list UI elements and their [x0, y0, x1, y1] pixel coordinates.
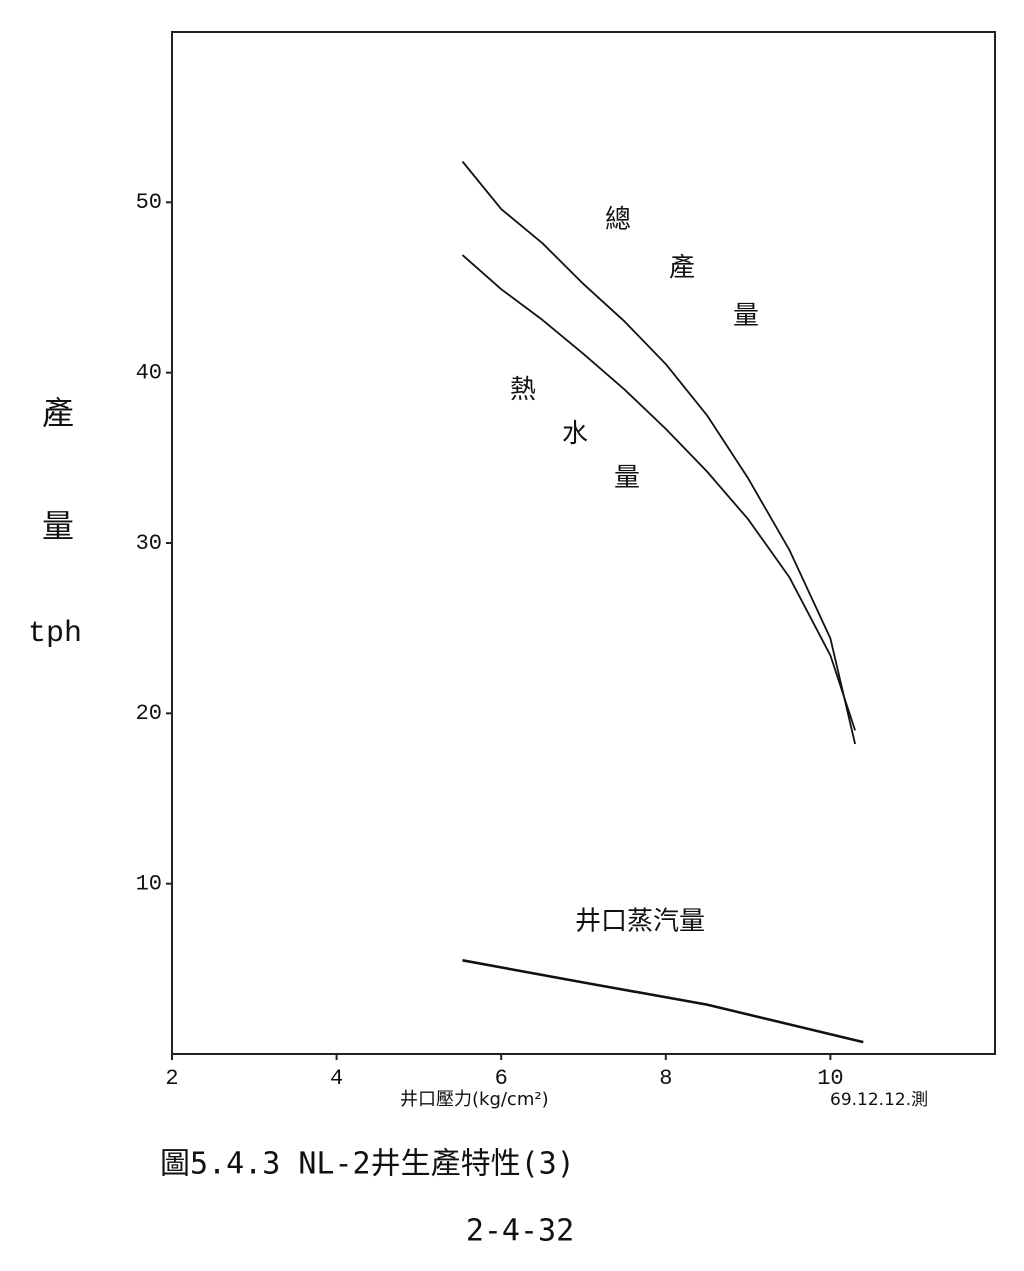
series-label-char: 總: [605, 205, 631, 235]
series-label-char: 量: [614, 463, 640, 493]
page-number: 2-4-32: [466, 1214, 574, 1249]
series-label-char: 熱: [510, 375, 536, 405]
series-label-char: 產: [669, 253, 695, 283]
x-tick-label: 6: [495, 1066, 508, 1091]
series-label-char: 量: [733, 301, 759, 331]
note: 69.12.12.測: [830, 1090, 928, 1110]
x-label: 井口壓力(kg/cm²): [400, 1089, 549, 1110]
x-tick-label: 2: [165, 1066, 178, 1091]
line: [462, 959, 864, 1044]
x-tick-label: 8: [659, 1066, 672, 1091]
y-label: 量: [42, 507, 74, 545]
caption: 圖5.4.3 NL-2井生產特性(3): [160, 1147, 575, 1182]
y-tick-label: 30: [136, 531, 162, 556]
y-tick-label: 10: [136, 871, 162, 896]
y-label: 產: [42, 394, 74, 432]
y-tick-label: 40: [136, 360, 162, 385]
series-label: 井口蒸汽量: [575, 907, 705, 937]
y-tick-label: 20: [136, 701, 162, 726]
line: [461, 160, 856, 745]
y-label: tph: [28, 617, 82, 651]
plot-frame: [171, 31, 996, 1055]
line: [461, 254, 856, 731]
series-label: 總產量: [605, 205, 759, 331]
x-tick-label: 10: [817, 1066, 843, 1091]
y-tick-label: 50: [136, 190, 162, 215]
series-label-char: 水: [562, 419, 588, 449]
series-label: 熱水量: [510, 375, 640, 493]
x-tick-label: 4: [330, 1066, 343, 1091]
